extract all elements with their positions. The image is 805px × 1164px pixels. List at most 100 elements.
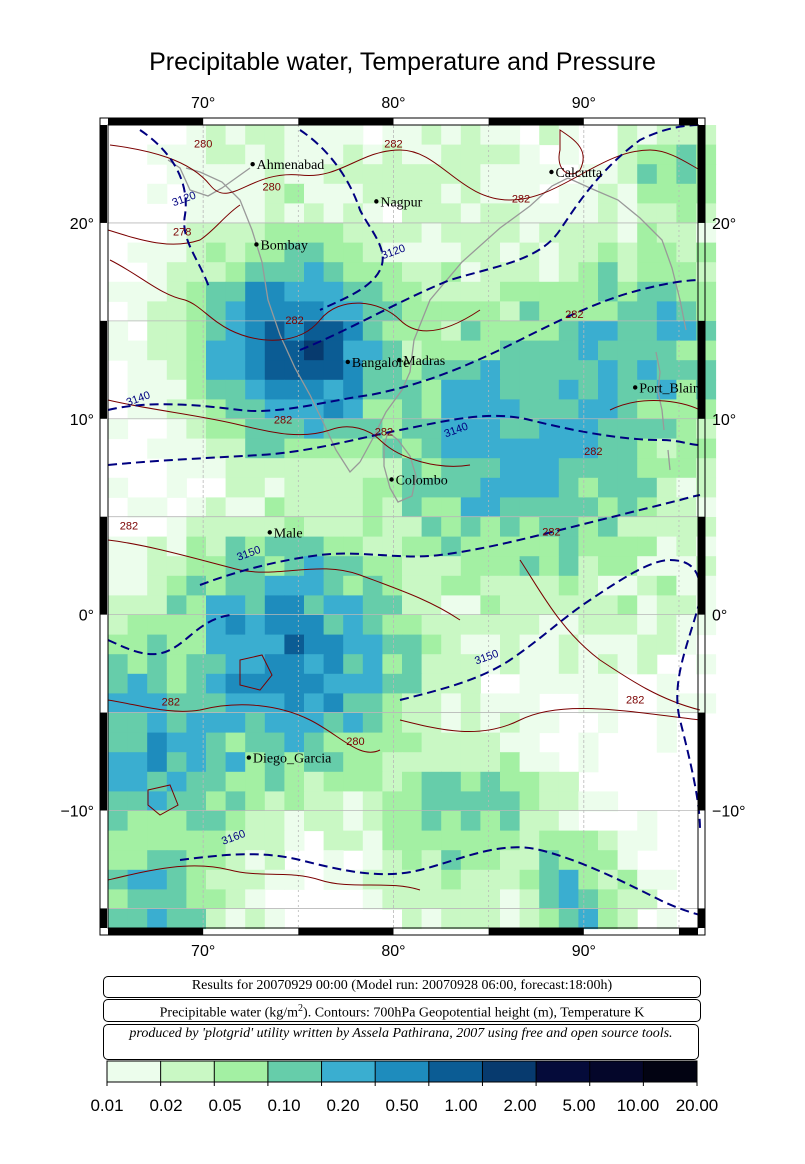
precip-cell: [598, 830, 619, 851]
precip-cell: [480, 909, 501, 930]
precip-cell: [147, 889, 168, 910]
precip-cell: [519, 223, 540, 244]
precip-cell: [245, 634, 266, 655]
precip-cell: [245, 223, 266, 244]
colorbar-swatch: [107, 1061, 161, 1082]
precip-cell: [147, 732, 168, 753]
precip-cell: [402, 732, 423, 753]
precip-cell: [421, 752, 442, 773]
precip-cell: [284, 771, 305, 792]
precip-cell: [186, 262, 207, 283]
precip-cell: [284, 732, 305, 753]
precip-cell: [558, 615, 579, 636]
precip-cell: [519, 144, 540, 165]
precip-cell: [558, 458, 579, 479]
precip-cell: [166, 615, 187, 636]
precip-cell: [343, 262, 364, 283]
precip-cell: [617, 654, 638, 675]
precip-cell: [245, 262, 266, 283]
precip-cell: [519, 321, 540, 342]
precip-cell: [441, 693, 462, 714]
precip-cell: [245, 575, 266, 596]
precip-cell: [441, 752, 462, 773]
precip-cell: [186, 673, 207, 694]
precip-cell: [558, 360, 579, 381]
precip-cell: [127, 830, 148, 851]
precip-cell: [558, 203, 579, 224]
precip-cell: [598, 458, 619, 479]
lat-tick-label-right: −10°: [712, 803, 746, 820]
precip-cell: [519, 654, 540, 675]
precip-cell: [284, 321, 305, 342]
temp-contour-line: [107, 539, 461, 621]
precip-cell: [402, 281, 423, 302]
precip-cell: [362, 850, 383, 871]
precip-cell: [539, 262, 560, 283]
precip-cell: [500, 144, 521, 165]
precip-cell: [382, 164, 403, 185]
precip-cell: [598, 556, 619, 577]
precip-cell: [343, 281, 364, 302]
precip-cell: [225, 575, 246, 596]
precip-cell: [264, 830, 285, 851]
precip-cell: [696, 301, 717, 322]
precip-cell: [245, 360, 266, 381]
precip-cell: [676, 281, 697, 302]
precip-cell: [539, 575, 560, 596]
precip-cell: [127, 771, 148, 792]
precip-cell: [441, 458, 462, 479]
precip-cell: [500, 889, 521, 910]
precip-cell: [421, 673, 442, 694]
precip-cell: [304, 360, 325, 381]
city-marker: [632, 385, 638, 390]
precip-cell: [676, 379, 697, 400]
precip-cell: [676, 223, 697, 244]
precip-cell: [108, 693, 129, 714]
temp-contour-line: [147, 784, 179, 816]
precip-cell: [421, 183, 442, 204]
precip-cell: [323, 693, 344, 714]
precip-cell: [539, 615, 560, 636]
precip-cell: [696, 497, 717, 518]
precip-cell: [402, 301, 423, 322]
city-label: Colombo: [396, 473, 448, 488]
precip-cell: [558, 281, 579, 302]
precip-cell: [382, 399, 403, 420]
precip-cell: [304, 262, 325, 283]
precip-cell: [598, 399, 619, 420]
precip-cell: [382, 223, 403, 244]
precip-cell: [206, 125, 227, 146]
temperature-contour-label: 282: [162, 697, 180, 709]
precip-cell: [656, 144, 677, 165]
precip-cell: [637, 595, 658, 616]
precip-cell: [558, 830, 579, 851]
precip-cell: [206, 752, 227, 773]
precip-cell: [421, 869, 442, 890]
precip-cell: [676, 575, 697, 596]
precip-cell: [166, 262, 187, 283]
precip-cell: [578, 458, 599, 479]
precip-cell: [245, 615, 266, 636]
colorbar-swatch: [482, 1061, 537, 1082]
city-label: Nagpur: [380, 195, 422, 210]
precip-cell: [402, 125, 423, 146]
precip-cell: [656, 321, 677, 342]
precip-cell: [519, 164, 540, 185]
precip-cell: [676, 144, 697, 165]
precip-cell: [558, 595, 579, 616]
precip-cell: [402, 909, 423, 930]
precip-cell: [519, 732, 540, 753]
precip-cell: [500, 771, 521, 792]
lon-tick-label-bottom: 80°: [381, 943, 405, 960]
precip-cell: [284, 223, 305, 244]
precip-cell: [500, 125, 521, 146]
precip-cell: [402, 242, 423, 263]
precip-cell: [578, 164, 599, 185]
precip-cell: [460, 203, 481, 224]
precip-cell: [421, 262, 442, 283]
precip-cell: [578, 419, 599, 440]
precip-cell: [460, 281, 481, 302]
precip-cell: [343, 203, 364, 224]
precip-cell: [598, 850, 619, 871]
precip-cell: [225, 223, 246, 244]
